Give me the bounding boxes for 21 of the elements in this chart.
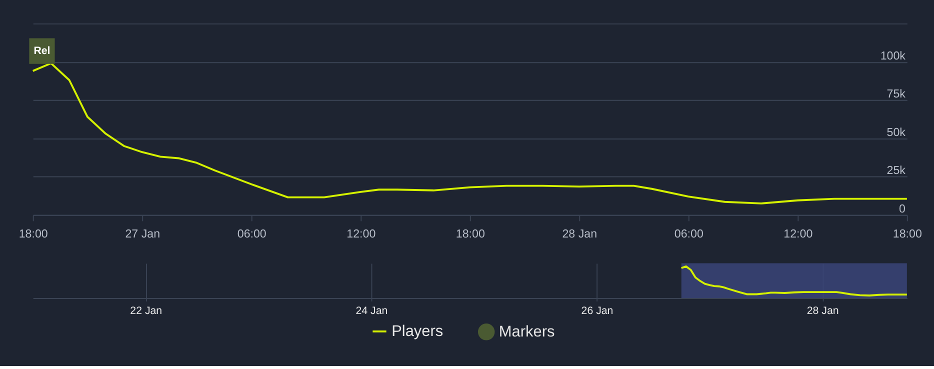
- x-tick-label: 28 Jan: [806, 305, 839, 318]
- x-tick-label: 18:00: [892, 228, 922, 241]
- x-tick-label: 27 Jan: [125, 228, 160, 241]
- y-tick-label: 0: [899, 202, 906, 216]
- legend-label: Markers: [498, 324, 555, 341]
- x-tick-label: 26 Jan: [581, 305, 614, 318]
- x-tick-label: 22 Jan: [130, 305, 162, 318]
- y-tick-label: 50k: [886, 126, 906, 139]
- x-tick-label: 12:00: [784, 228, 813, 241]
- x-tick-label: 06:00: [237, 228, 266, 241]
- x-tick-label: 24 Jan: [356, 305, 388, 318]
- x-tick-label: 12:00: [346, 228, 376, 241]
- x-tick-label: 18:00: [456, 228, 485, 241]
- x-tick-label: 28 Jan: [562, 228, 598, 241]
- annotation: Rel: [34, 44, 50, 57]
- legend-label: Players: [392, 323, 444, 340]
- y-tick-label: 75k: [886, 88, 906, 101]
- x-tick-label: 06:00: [674, 228, 704, 241]
- x-tick-label: 18:00: [18, 228, 48, 241]
- y-tick-label: 100k: [880, 49, 906, 62]
- y-tick-label: 25k: [886, 164, 906, 178]
